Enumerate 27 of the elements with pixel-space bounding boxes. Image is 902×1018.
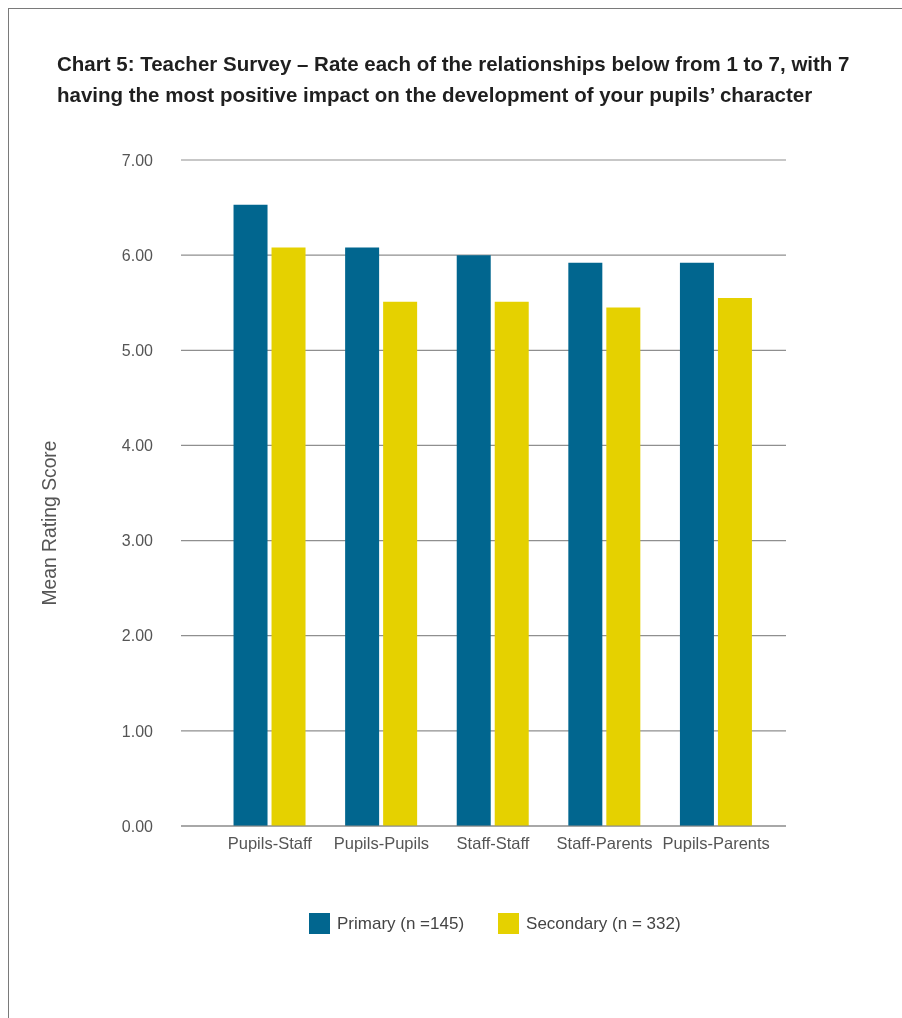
bar bbox=[679, 262, 714, 826]
chart-title: Chart 5: Teacher Survey – Rate each of the relationships below from 1 to 7, with 7 having the most positive impact on the development of your pupils’ character bbox=[57, 51, 851, 108]
legend-label: Secondary (n = 332) bbox=[526, 913, 681, 933]
bar bbox=[383, 301, 418, 826]
bar bbox=[233, 204, 268, 826]
x-tick-label: Pupils-Staff bbox=[227, 833, 313, 852]
x-tick-label: Staff-Staff bbox=[456, 833, 530, 852]
bar bbox=[456, 255, 491, 826]
bar bbox=[271, 247, 306, 826]
y-tick-label: 2.00 bbox=[121, 627, 154, 645]
legend-label: Primary (n =145) bbox=[337, 913, 465, 933]
y-tick-label: 5.00 bbox=[121, 341, 154, 359]
x-tick-label: Pupils-Pupils bbox=[333, 833, 430, 852]
bar bbox=[717, 297, 752, 826]
y-tick-label: 7.00 bbox=[121, 151, 154, 169]
bar bbox=[568, 262, 603, 826]
y-axis-title: Mean Rating Score bbox=[38, 440, 60, 606]
y-tick-label: 1.00 bbox=[121, 722, 154, 740]
bar bbox=[494, 301, 529, 826]
y-tick-label: 4.00 bbox=[121, 437, 154, 455]
x-tick-label: Pupils-Parents bbox=[662, 833, 770, 852]
x-tick-label: Staff-Parents bbox=[556, 833, 653, 852]
y-tick-label: 0.00 bbox=[121, 817, 154, 835]
y-tick-label: 6.00 bbox=[121, 246, 154, 264]
bar bbox=[345, 247, 380, 826]
bar bbox=[606, 307, 641, 826]
y-tick-label: 3.00 bbox=[121, 532, 154, 550]
